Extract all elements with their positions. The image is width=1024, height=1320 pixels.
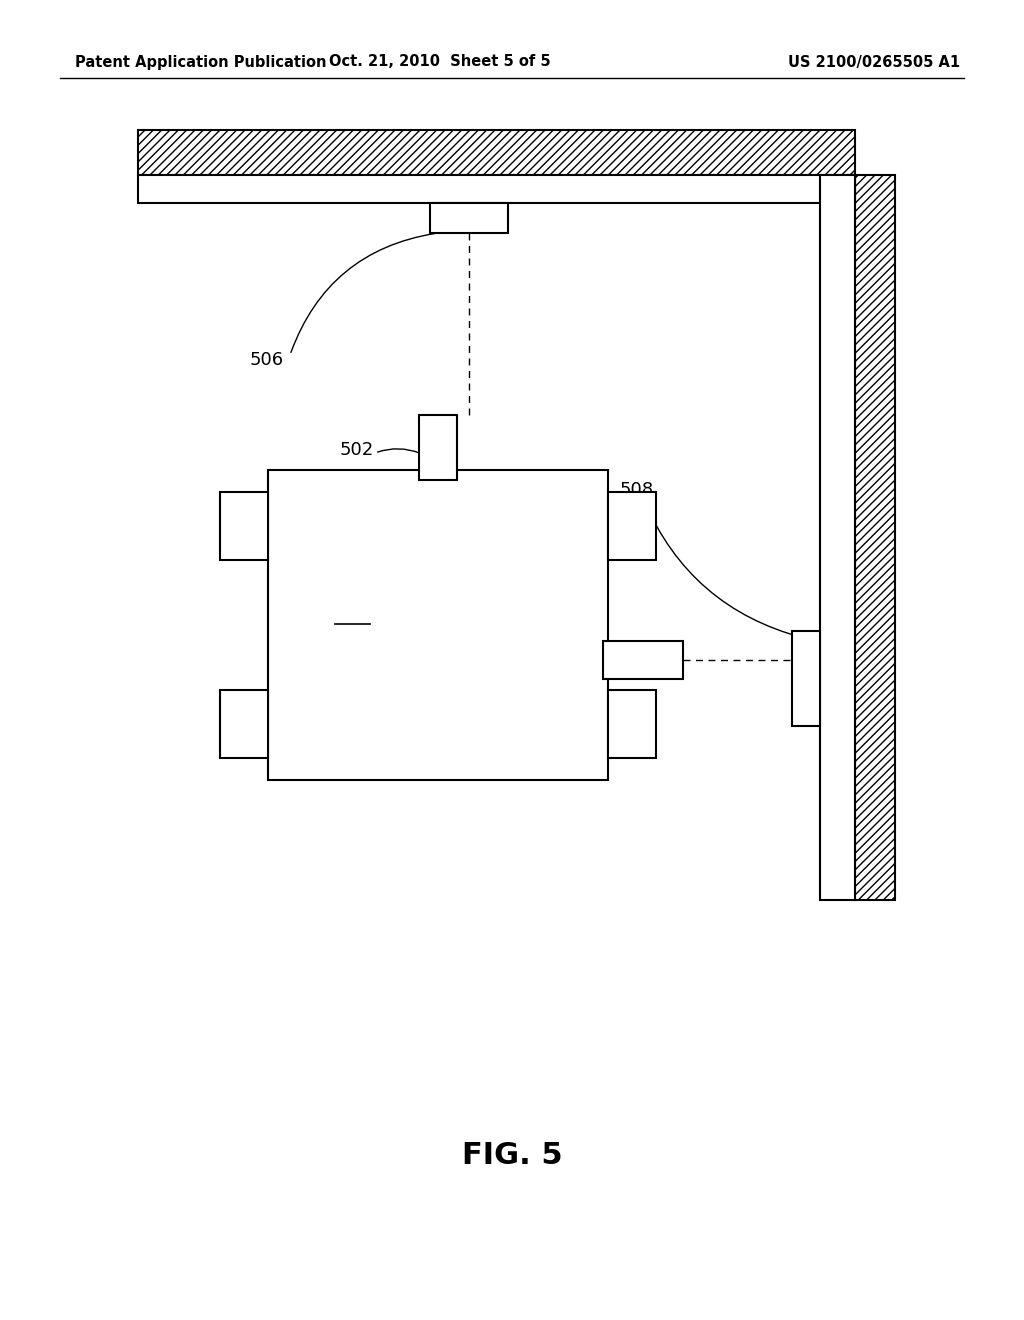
Bar xyxy=(792,631,820,726)
Text: FIG. 5: FIG. 5 xyxy=(462,1140,562,1170)
Bar xyxy=(430,203,508,234)
Bar xyxy=(220,690,268,758)
Bar xyxy=(220,492,268,560)
Text: 500: 500 xyxy=(335,606,369,624)
Text: 506: 506 xyxy=(250,351,284,370)
Bar xyxy=(855,176,895,900)
Bar xyxy=(419,414,457,480)
Bar xyxy=(138,176,855,203)
Bar xyxy=(608,690,656,758)
Text: Oct. 21, 2010  Sheet 5 of 5: Oct. 21, 2010 Sheet 5 of 5 xyxy=(329,54,551,70)
Bar xyxy=(820,176,855,900)
Text: 502: 502 xyxy=(340,441,374,459)
Text: 508: 508 xyxy=(620,480,654,499)
Bar xyxy=(138,129,855,176)
Text: 504: 504 xyxy=(558,651,592,669)
Text: Patent Application Publication: Patent Application Publication xyxy=(75,54,327,70)
Bar xyxy=(268,470,608,780)
Text: US 2100/0265505 A1: US 2100/0265505 A1 xyxy=(787,54,961,70)
Bar xyxy=(608,492,656,560)
Bar xyxy=(603,640,683,678)
